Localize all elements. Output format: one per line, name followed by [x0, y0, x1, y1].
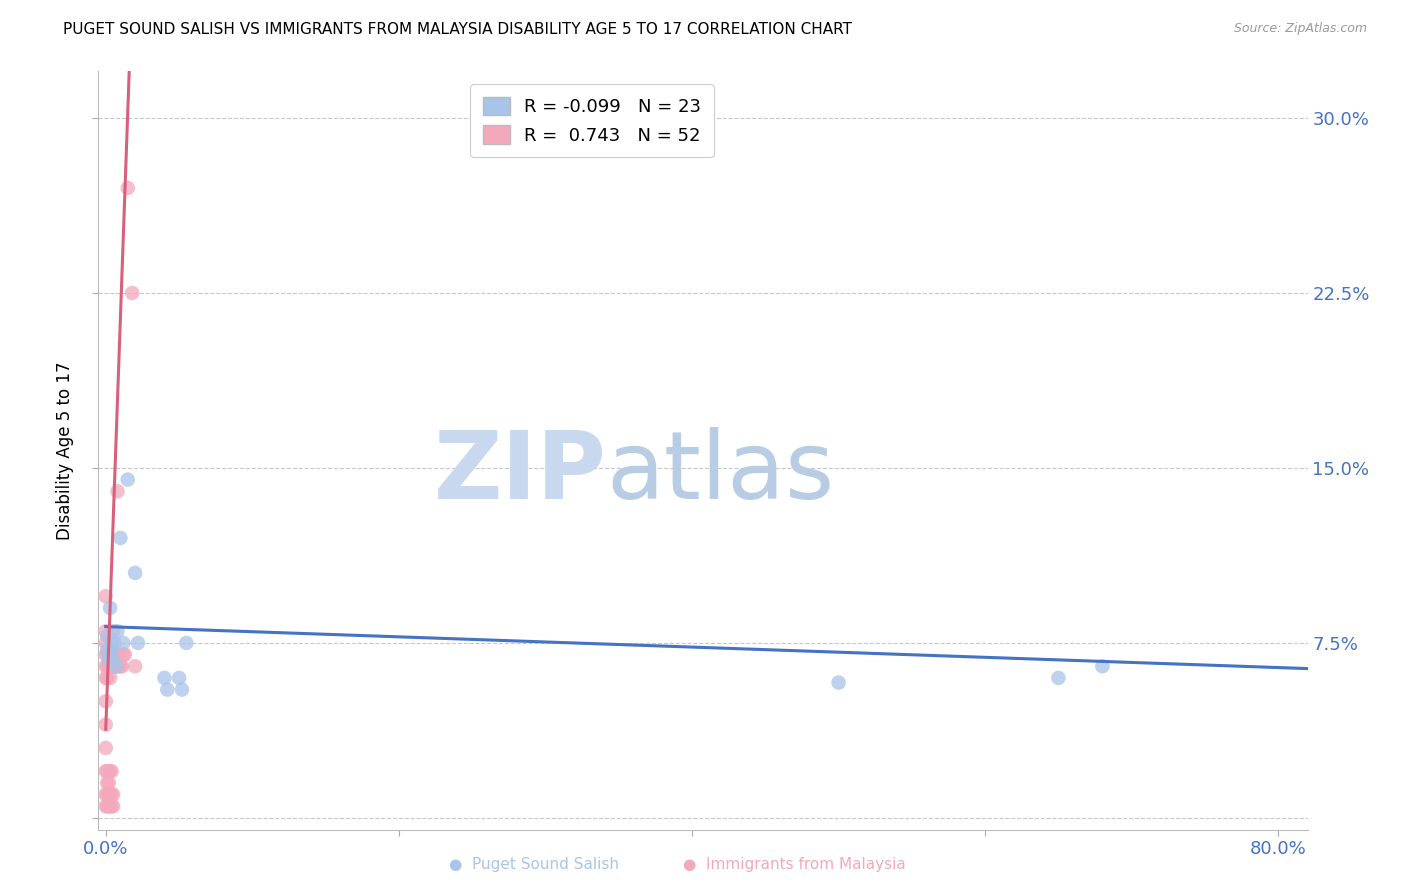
Point [100, 799, 122, 814]
Text: PUGET SOUND SALISH VS IMMIGRANTS FROM MALAYSIA DISABILITY AGE 5 TO 17 CORRELATIO: PUGET SOUND SALISH VS IMMIGRANTS FROM MA… [63, 22, 852, 37]
Point [98, 764, 121, 779]
Point [156, 682, 179, 697]
Point [110, 659, 132, 673]
Point [94, 589, 117, 603]
Point [124, 566, 146, 580]
Point [108, 659, 131, 673]
Point [94, 694, 117, 708]
Text: ●  Immigrants from Malaysia: ● Immigrants from Malaysia [683, 857, 905, 872]
Point [105, 648, 128, 662]
Point [107, 659, 129, 673]
Point [167, 671, 190, 685]
Point [97, 652, 120, 666]
Point [96, 659, 118, 673]
Text: atlas: atlas [606, 427, 835, 519]
Point [94, 788, 117, 802]
Point [827, 675, 849, 690]
Point [153, 671, 176, 685]
Point [94, 717, 117, 731]
Point [96, 788, 118, 802]
Point [97, 788, 120, 802]
Point [101, 624, 124, 639]
Point [98, 601, 121, 615]
Point [100, 659, 122, 673]
Point [114, 648, 136, 662]
Point [98, 788, 121, 802]
Point [107, 624, 129, 639]
Point [1091, 659, 1114, 673]
Text: Source: ZipAtlas.com: Source: ZipAtlas.com [1233, 22, 1367, 36]
Legend: R = -0.099   N = 23, R =  0.743   N = 52: R = -0.099 N = 23, R = 0.743 N = 52 [470, 84, 714, 157]
Point [170, 682, 193, 697]
Point [97, 799, 120, 814]
Point [94, 764, 117, 779]
Point [94, 671, 117, 685]
Y-axis label: Disability Age 5 to 17: Disability Age 5 to 17 [56, 361, 75, 540]
Point [108, 648, 131, 662]
Point [121, 285, 143, 300]
Point [96, 648, 118, 662]
Point [110, 531, 132, 545]
Point [96, 764, 118, 779]
Point [96, 643, 118, 657]
Point [112, 648, 135, 662]
Point [96, 799, 118, 814]
Point [96, 776, 118, 790]
Point [94, 636, 117, 650]
Point [101, 652, 124, 666]
Point [94, 659, 117, 673]
Point [112, 636, 135, 650]
Point [100, 643, 122, 657]
Point [94, 648, 117, 662]
Point [94, 740, 117, 755]
Point [105, 659, 128, 673]
Point [103, 659, 125, 673]
Point [96, 671, 118, 685]
Point [96, 629, 118, 643]
Text: ●  Puget Sound Salish: ● Puget Sound Salish [450, 857, 619, 872]
Point [176, 636, 198, 650]
Text: ZIP: ZIP [433, 427, 606, 519]
Point [101, 799, 124, 814]
Point [111, 659, 134, 673]
Point [98, 671, 121, 685]
Point [100, 788, 122, 802]
Point [98, 659, 121, 673]
Point [127, 636, 149, 650]
Point [101, 648, 124, 662]
Point [101, 788, 124, 802]
Point [107, 484, 129, 499]
Point [94, 799, 117, 814]
Point [97, 776, 120, 790]
Point [124, 659, 146, 673]
Point [117, 473, 139, 487]
Point [100, 764, 122, 779]
Point [98, 799, 121, 814]
Point [101, 659, 124, 673]
Point [117, 181, 139, 195]
Point [103, 636, 125, 650]
Point [105, 659, 128, 673]
Point [103, 648, 125, 662]
Point [1047, 671, 1070, 685]
Point [97, 659, 120, 673]
Point [100, 636, 122, 650]
Point [94, 624, 117, 639]
